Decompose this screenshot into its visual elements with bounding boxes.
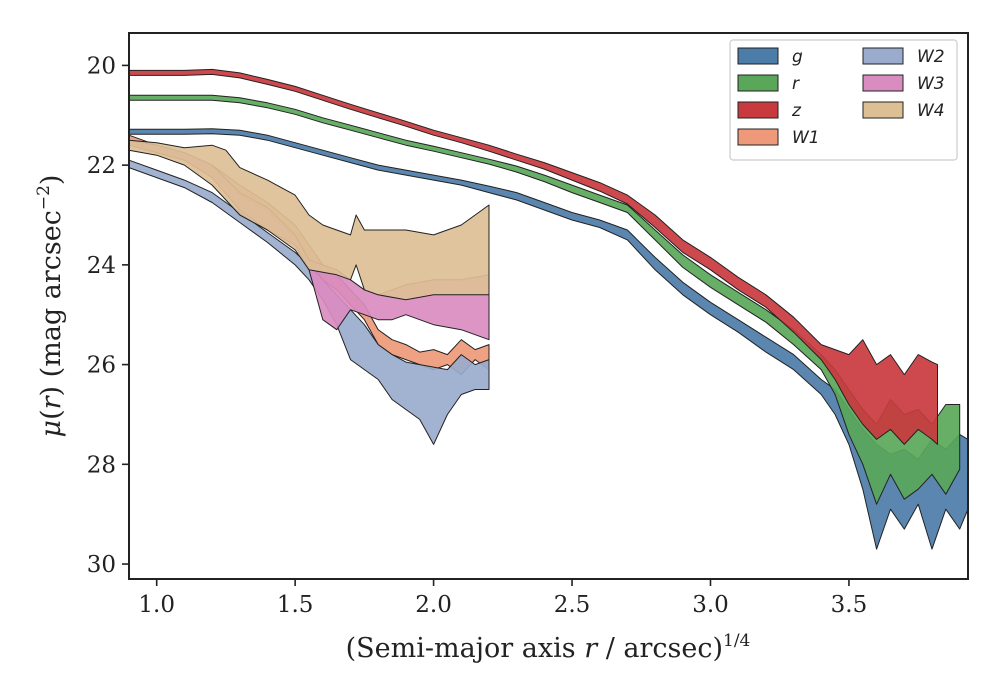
x-tick-label: 2.5: [554, 592, 591, 618]
legend-swatch-w3: [862, 74, 904, 92]
y-axis-label: μ(r) (mag arcsec−2): [34, 175, 67, 438]
series-band-w4: [128, 139, 490, 301]
x-tick-label: 2.0: [415, 592, 452, 618]
x-tick-label: 1.5: [277, 592, 314, 618]
y-tick-label: 24: [87, 253, 116, 279]
x-axis-ticks: 1.0 1.5 2.0 2.5 3.0 3.5: [138, 579, 867, 618]
plot-frame: [128, 32, 969, 580]
y-tick-label: 26: [87, 353, 116, 379]
legend-swatch-z: [737, 101, 779, 119]
x-tick-label: 3.0: [692, 592, 729, 618]
legend-label-w2: W2: [917, 47, 945, 67]
legend-swatch-g: [737, 47, 779, 65]
series-layer: [128, 68, 969, 550]
y-tick-label: 30: [87, 552, 116, 578]
legend-swatch-r: [737, 74, 779, 92]
x-tick-label: 3.5: [831, 592, 868, 618]
legend-label-w3: W3: [917, 74, 945, 94]
series-band-z: [128, 68, 938, 445]
x-axis-label: (Semi-major axis r / arcsec)1/4: [346, 631, 751, 664]
y-tick-label: 20: [87, 53, 116, 79]
x-tick-label: 1.0: [138, 592, 175, 618]
legend-swatch-w1: [737, 128, 779, 146]
y-tick-label: 28: [87, 452, 116, 478]
legend: grz W1 W2 W3 W4: [729, 39, 958, 161]
y-axis-ticks: 20 22 24 26 28 30: [87, 53, 129, 578]
series-band-r: [128, 94, 961, 505]
legend-label-w1: W1: [792, 128, 820, 148]
legend-swatch-w4: [862, 101, 904, 119]
legend-swatch-w2: [862, 47, 904, 65]
legend-label-w4: W4: [917, 101, 945, 121]
legend-label-z: z: [791, 101, 802, 121]
legend-frame: [729, 39, 958, 161]
legend-label-r: r: [792, 74, 800, 94]
legend-label-g: g: [792, 47, 803, 67]
y-tick-label: 22: [87, 153, 116, 179]
